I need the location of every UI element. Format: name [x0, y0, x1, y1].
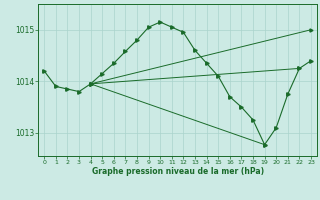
X-axis label: Graphe pression niveau de la mer (hPa): Graphe pression niveau de la mer (hPa)	[92, 167, 264, 176]
